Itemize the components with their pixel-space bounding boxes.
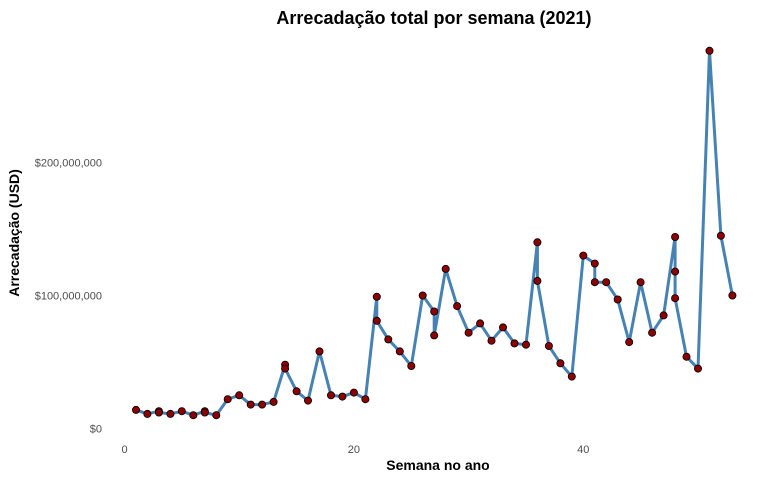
data-point (453, 302, 462, 311)
data-point (372, 316, 381, 325)
data-point (235, 391, 244, 400)
data-point (349, 388, 358, 397)
data-point (625, 338, 634, 347)
data-point (246, 400, 255, 409)
data-point (671, 267, 680, 276)
data-point (212, 411, 221, 420)
y-tick-label: $200,000,000 (35, 158, 102, 170)
data-point (613, 295, 622, 304)
data-point (544, 341, 553, 350)
data-point (189, 411, 198, 420)
y-axis-tick-labels: $0 $100,000,000 $200,000,000 (35, 158, 102, 436)
data-point (441, 264, 450, 273)
data-point (590, 259, 599, 268)
data-point (590, 278, 599, 287)
data-point (258, 400, 267, 409)
data-point (567, 372, 576, 381)
y-tick-label: $0 (90, 424, 102, 436)
y-tick-label: $100,000,000 (35, 291, 102, 303)
data-point (418, 291, 427, 300)
data-point (728, 291, 737, 300)
data-point (326, 391, 335, 400)
data-point (281, 364, 290, 373)
data-point (602, 278, 611, 287)
data-point (131, 405, 140, 414)
x-tick-label: 20 (348, 444, 360, 456)
x-tick-label: 40 (577, 444, 589, 456)
data-point (705, 46, 714, 55)
data-point (166, 409, 175, 418)
y-axis-title: Arrecadação (USD) (6, 169, 22, 297)
data-point (464, 328, 473, 337)
data-point (292, 387, 301, 396)
data-point (671, 232, 680, 241)
data-point (338, 392, 347, 401)
x-axis-title: Semana no ano (386, 457, 489, 473)
data-point (579, 251, 588, 260)
data-point (648, 328, 657, 337)
x-axis-tick-labels: 0 20 40 (121, 444, 589, 456)
data-point (694, 364, 703, 373)
data-point (372, 292, 381, 301)
data-point (361, 395, 370, 404)
data-point (154, 408, 163, 417)
data-point (716, 231, 725, 240)
data-point (487, 336, 496, 345)
data-point (682, 352, 691, 361)
data-point (659, 311, 668, 320)
data-point (671, 294, 680, 303)
data-point (395, 347, 404, 356)
data-point (143, 409, 152, 418)
chart-title: Arrecadação total por semana (2021) (276, 8, 591, 28)
data-point (533, 238, 542, 247)
data-point (315, 347, 324, 356)
data-point (556, 359, 565, 368)
data-point (200, 408, 209, 417)
data-point (177, 407, 186, 416)
data-point (384, 335, 393, 344)
data-point (223, 395, 232, 404)
data-point (269, 397, 278, 406)
data-point (476, 319, 485, 328)
data-point (636, 278, 645, 287)
data-point (430, 331, 439, 340)
x-tick-label: 0 (121, 444, 127, 456)
data-point (522, 340, 531, 349)
series-group (131, 46, 737, 420)
data-point (533, 276, 542, 285)
data-point (430, 307, 439, 316)
data-point (407, 361, 416, 370)
data-point (498, 323, 507, 332)
data-point (510, 339, 519, 348)
data-point (303, 396, 312, 405)
